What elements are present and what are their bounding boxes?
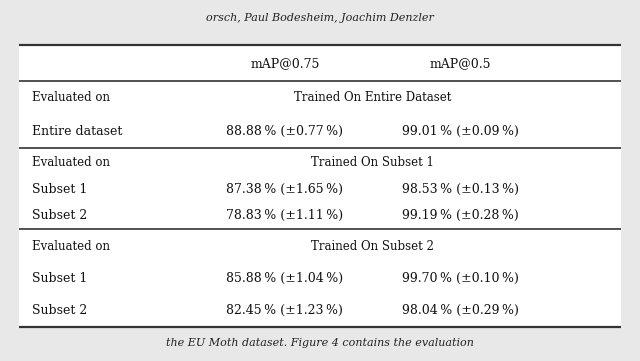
Text: the EU Moth dataset. Figure 4 contains the evaluation: the EU Moth dataset. Figure 4 contains t… bbox=[166, 338, 474, 348]
Text: Trained On Subset 2: Trained On Subset 2 bbox=[312, 240, 434, 253]
Text: 85.88 % (±1.04 %): 85.88 % (±1.04 %) bbox=[226, 272, 344, 285]
Text: Entire dataset: Entire dataset bbox=[32, 125, 122, 138]
Text: Trained On Subset 1: Trained On Subset 1 bbox=[312, 156, 434, 169]
Text: Subset 2: Subset 2 bbox=[32, 304, 87, 317]
Text: mAP@0.75: mAP@0.75 bbox=[250, 57, 319, 70]
Text: 99.19 % (±0.28 %): 99.19 % (±0.28 %) bbox=[403, 209, 519, 222]
Text: 78.83 % (±1.11 %): 78.83 % (±1.11 %) bbox=[226, 209, 344, 222]
Text: 98.53 % (±0.13 %): 98.53 % (±0.13 %) bbox=[403, 183, 519, 196]
Text: 88.88 % (±0.77 %): 88.88 % (±0.77 %) bbox=[227, 125, 343, 138]
Text: Subset 2: Subset 2 bbox=[32, 209, 87, 222]
Text: mAP@0.5: mAP@0.5 bbox=[430, 57, 492, 70]
FancyBboxPatch shape bbox=[19, 45, 621, 327]
Text: 87.38 % (±1.65 %): 87.38 % (±1.65 %) bbox=[227, 183, 343, 196]
Text: orsch, Paul Bodesheim, Joachim Denzler: orsch, Paul Bodesheim, Joachim Denzler bbox=[206, 13, 434, 23]
Text: Evaluated on: Evaluated on bbox=[32, 91, 110, 104]
Text: 82.45 % (±1.23 %): 82.45 % (±1.23 %) bbox=[227, 304, 343, 317]
Text: Subset 1: Subset 1 bbox=[32, 183, 88, 196]
Text: Subset 1: Subset 1 bbox=[32, 272, 88, 285]
Text: 99.70 % (±0.10 %): 99.70 % (±0.10 %) bbox=[403, 272, 519, 285]
Text: 99.01 % (±0.09 %): 99.01 % (±0.09 %) bbox=[403, 125, 519, 138]
Text: 98.04 % (±0.29 %): 98.04 % (±0.29 %) bbox=[403, 304, 519, 317]
Text: Evaluated on: Evaluated on bbox=[32, 240, 110, 253]
Text: Evaluated on: Evaluated on bbox=[32, 156, 110, 169]
Text: Trained On Entire Dataset: Trained On Entire Dataset bbox=[294, 91, 451, 104]
